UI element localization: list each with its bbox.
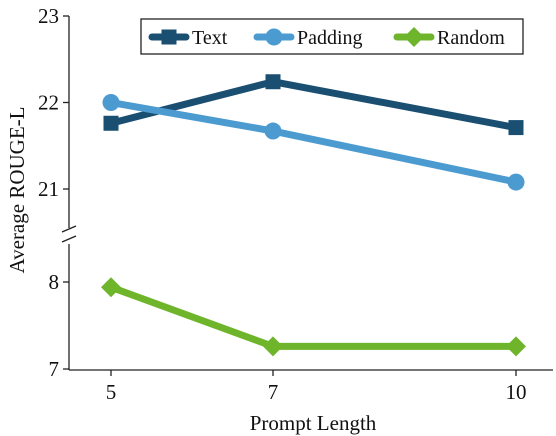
axes [61,16,553,371]
legend-label-random: Random [437,27,505,49]
series-layer [101,74,526,357]
ticks: 21 22 23 7 8 5 7 10 [38,4,527,404]
series-padding [102,94,525,191]
data-point-random [101,277,121,298]
data-point-random [263,336,283,357]
data-point-text [265,74,281,90]
legend-box [140,18,524,55]
y-tick-label: 21 [38,177,59,201]
y-axis-label: Average ROUGE-L [5,107,29,274]
y-tick-label: 22 [38,91,59,115]
y-tick-label: 23 [38,4,59,28]
legend-marker-random [404,27,424,47]
legend-marker-text [161,29,177,45]
axis-break-mark-bottom [61,235,77,243]
data-point-text [508,120,524,136]
x-tick-label: 7 [268,380,279,404]
y-tick-label: 7 [49,357,60,381]
legend-label-text: Text [192,27,228,49]
x-axis-label: Prompt Length [250,411,377,435]
series-line-random [107,283,520,350]
legend-label-padding: Padding [297,27,363,49]
legend-marker-padding [265,28,283,46]
data-point-padding [507,173,525,191]
data-point-text [103,115,119,131]
series-random [101,277,526,357]
y-tick-label: 8 [49,270,60,294]
legend: Text Padding Random [140,18,524,55]
data-point-padding [264,122,282,140]
series-line-text [107,78,520,132]
data-point-random [506,336,526,357]
axis-break-mark-top [61,225,77,233]
x-tick-label: 5 [106,380,117,404]
data-point-padding [102,94,120,111]
x-tick-label: 10 [506,380,527,404]
series-text [103,74,524,136]
